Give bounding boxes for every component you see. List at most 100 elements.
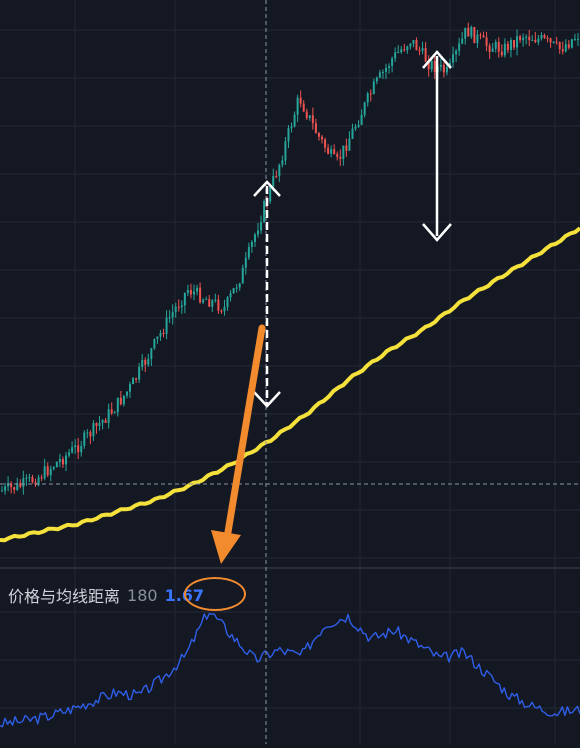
distance-arrow-right — [422, 50, 452, 242]
candle — [220, 309, 223, 314]
candle — [476, 30, 479, 48]
candle — [577, 33, 579, 47]
candle — [244, 251, 247, 275]
candle — [409, 43, 412, 50]
candle — [314, 118, 317, 134]
candle — [171, 304, 174, 325]
candle — [378, 69, 381, 79]
candle — [43, 458, 46, 481]
candle — [479, 32, 482, 40]
candle — [132, 377, 135, 385]
candle — [165, 310, 168, 340]
candle — [19, 479, 22, 489]
candle — [421, 41, 424, 55]
candle — [488, 43, 491, 59]
candle — [52, 466, 55, 471]
candle — [77, 437, 80, 460]
candle — [156, 336, 159, 344]
candle — [65, 452, 67, 472]
candle — [555, 36, 558, 45]
candle — [284, 136, 287, 165]
candle — [150, 347, 153, 366]
candle — [13, 486, 16, 494]
candle — [260, 215, 263, 234]
candle — [415, 37, 418, 51]
candle — [391, 56, 394, 73]
distance-arrow-left — [253, 180, 281, 408]
candle — [4, 482, 7, 495]
candle — [281, 155, 284, 168]
candle — [570, 38, 573, 49]
candle — [241, 264, 244, 284]
candle — [403, 43, 406, 52]
candle — [464, 27, 467, 45]
candle — [351, 123, 354, 140]
candle — [235, 283, 238, 293]
candle — [424, 41, 427, 63]
candle — [400, 46, 403, 54]
candle — [22, 470, 25, 495]
candle — [250, 240, 253, 253]
candle — [509, 37, 512, 58]
candle — [293, 111, 296, 128]
candle — [360, 109, 363, 126]
candle — [375, 76, 378, 85]
candle — [141, 353, 144, 371]
candle — [439, 58, 442, 72]
candle — [528, 29, 531, 47]
candle — [180, 300, 183, 314]
candle — [418, 46, 421, 56]
candle — [506, 41, 509, 54]
candle — [287, 125, 290, 149]
candle — [211, 298, 214, 312]
candle — [89, 430, 92, 445]
candle — [129, 381, 131, 398]
candle — [406, 45, 409, 54]
candle — [540, 32, 543, 41]
candle — [308, 114, 311, 121]
candle — [558, 41, 561, 54]
candle — [153, 338, 156, 350]
candle — [461, 31, 464, 45]
candle — [162, 328, 165, 338]
candle — [470, 25, 473, 39]
candle — [214, 293, 217, 303]
candle — [174, 302, 177, 318]
indicator-legend[interactable]: 价格与均线距离 180 1.67 — [8, 582, 204, 608]
candle — [25, 474, 28, 486]
candle — [369, 89, 372, 102]
candle — [110, 402, 113, 416]
candle — [196, 284, 199, 296]
candle — [427, 55, 430, 77]
candle — [49, 465, 52, 482]
candle — [485, 31, 488, 52]
candle — [80, 440, 83, 457]
candle — [467, 22, 470, 37]
candle — [491, 43, 494, 52]
candle — [385, 63, 387, 80]
candle — [189, 283, 192, 299]
candle — [513, 40, 515, 51]
candle — [452, 46, 455, 68]
candle — [336, 151, 339, 161]
candle — [238, 282, 241, 291]
indicator-title: 价格与均线距离 — [8, 587, 121, 606]
candle — [327, 143, 330, 155]
candle — [573, 33, 576, 41]
candle — [519, 34, 522, 43]
candle — [561, 41, 564, 55]
candle — [388, 63, 391, 74]
candle — [217, 294, 220, 314]
candle — [92, 420, 95, 442]
candle — [397, 45, 400, 54]
candle — [531, 35, 534, 42]
candle — [299, 90, 302, 108]
candle — [1, 486, 3, 492]
candle — [125, 391, 128, 399]
candle — [83, 430, 86, 449]
candle — [232, 287, 235, 294]
candle — [223, 299, 226, 316]
